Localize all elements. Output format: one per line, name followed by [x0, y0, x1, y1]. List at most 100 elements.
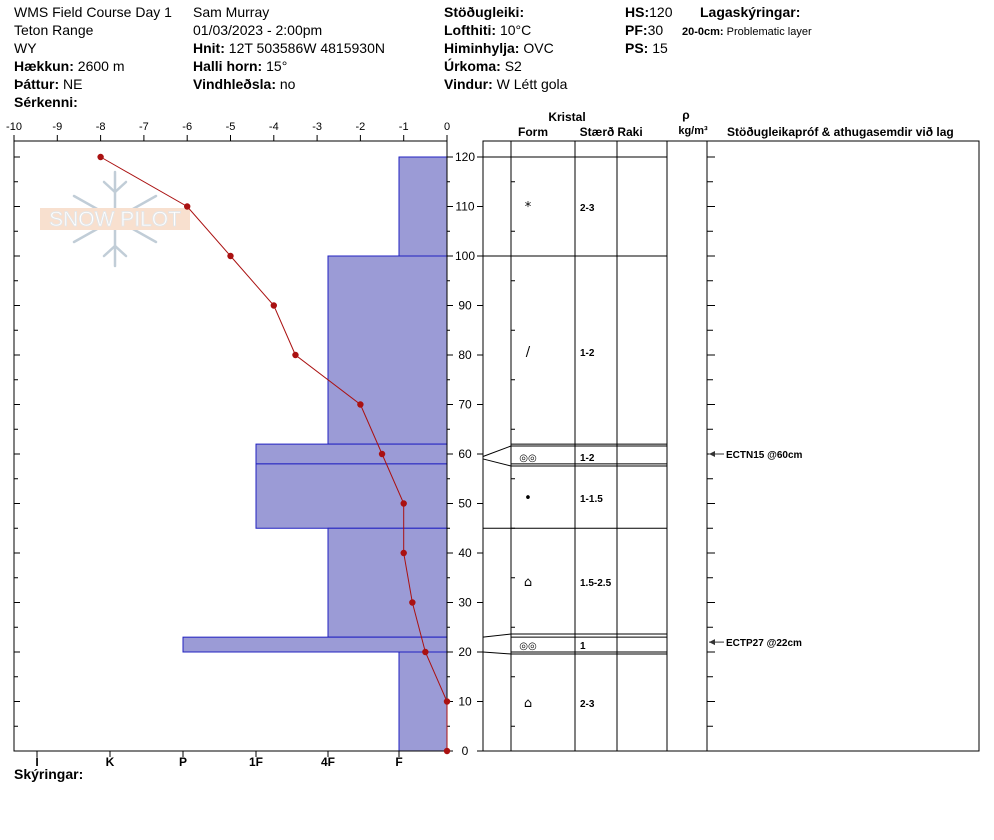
- aspect-label: Þáttur:: [14, 76, 60, 92]
- height-tick-label: 50: [458, 497, 472, 511]
- layer-rows: * 2-3 / 1-2 ◎◎ 1-2 • 1-1.5 ⌂ 1.5-2.5 ◎◎ 1 ⌂ 2-3: [482, 156, 667, 752]
- wind-label: Vindur:: [444, 76, 493, 92]
- height-tick-label: 120: [455, 150, 475, 164]
- ps-field: PS: 15: [625, 39, 668, 57]
- temp-tick-label: -9: [52, 121, 62, 133]
- stability-label: Stöðugleiki:: [444, 4, 525, 20]
- crystal-header: Kristal: [548, 110, 585, 124]
- slope-field: Halli horn: 15°: [193, 57, 287, 75]
- features-field: Sérkenni:: [14, 93, 78, 111]
- density-symbol: ρ: [682, 108, 689, 122]
- temperature-point: [97, 153, 104, 161]
- grain-size-label: 1: [580, 641, 586, 652]
- height-tick-label: 110: [455, 200, 474, 214]
- tests-header: Stöðugleikapróf & athugasemdir við lag: [727, 125, 954, 139]
- size-header: Stærð: [580, 125, 615, 139]
- slope-value: 15°: [266, 58, 288, 74]
- sky-field: Himinhylja: OVC: [444, 39, 554, 57]
- features-label: Sérkenni:: [14, 94, 78, 110]
- grain-form-symbol: ◎◎: [519, 453, 536, 464]
- elevation-value: 2600 m: [77, 58, 125, 74]
- height-tick-label: 0: [462, 744, 469, 758]
- hardness-tick-label: F: [395, 755, 402, 769]
- slope-label: Halli horn:: [193, 58, 263, 74]
- grain-size-label: 1-2: [580, 453, 595, 464]
- temperature-point: [184, 203, 191, 210]
- temp-tick-label: 0: [444, 121, 450, 133]
- grain-form-symbol: •: [524, 491, 532, 506]
- hardness-tick-label: 4F: [321, 755, 335, 769]
- temperature-point: [292, 351, 299, 359]
- temp-tick-label: -1: [399, 121, 409, 133]
- stability-field: Stöðugleiki:: [444, 3, 524, 21]
- layer-note-range: 20-0cm:: [682, 26, 724, 38]
- layer-connector: [482, 633, 512, 638]
- state-name: WY: [14, 40, 37, 56]
- air-temp-field: Lofthiti: 10°C: [444, 21, 531, 39]
- hardness-bar: [255, 463, 448, 529]
- temp-tick-label: -6: [182, 121, 192, 133]
- hardness-tick-label: K: [106, 755, 115, 769]
- coords-field: Hnit: 12T 503586W 4815930N: [193, 39, 385, 57]
- test-arrowhead: [709, 639, 715, 646]
- course-name: WMS Field Course Day 1: [14, 4, 172, 20]
- wind-value: W Létt gola: [496, 76, 568, 92]
- pf-value: 30: [647, 22, 664, 38]
- temperature-point: [422, 648, 429, 656]
- hardness-tick-label: 1F: [249, 755, 263, 769]
- observation-datetime: 01/03/2023 - 2:00pm: [193, 22, 323, 38]
- wind-loading-label: Vindhleðsla:: [193, 76, 276, 92]
- height-tick-label: 40: [458, 546, 472, 560]
- height-tick-label: 80: [458, 348, 472, 362]
- temp-tick-label: -2: [356, 121, 366, 133]
- air-temp-value: 10°C: [499, 22, 532, 38]
- layer-note: 20-0cm: Problematic layer: [682, 23, 812, 41]
- temp-tick-label: -4: [269, 121, 279, 133]
- grain-form-symbol: /: [526, 345, 531, 360]
- temperature-point: [227, 252, 234, 260]
- precip-label: Úrkoma:: [444, 58, 501, 74]
- temperature-point: [400, 500, 407, 507]
- grain-form-symbol: ⌂: [524, 575, 532, 590]
- aspect-field: Þáttur: NE: [14, 75, 82, 93]
- hardness-bar: [255, 443, 448, 465]
- elevation-label: Hækkun:: [14, 58, 74, 74]
- height-tick-label: 20: [458, 645, 472, 659]
- pf-field: PF:30: [625, 21, 663, 39]
- height-tick-label: 60: [458, 447, 472, 461]
- svg-text:SNOW PILOT: SNOW PILOT: [49, 208, 181, 231]
- snowpilot-logo: SNOW PILOT: [40, 170, 190, 268]
- layer-connector: [482, 445, 512, 457]
- temp-tick-label: -3: [312, 121, 322, 133]
- hs-field: HS:120: [625, 3, 672, 21]
- layer-table-frame: [482, 140, 980, 752]
- layer-note-text: Problematic layer: [726, 26, 812, 38]
- temperature-point: [443, 747, 451, 755]
- sky-label: Himinhylja:: [444, 40, 520, 56]
- temperature-points: [97, 153, 451, 755]
- coords-value: 12T 503586W 4815930N: [228, 40, 385, 56]
- temp-tick-label: -5: [226, 121, 236, 133]
- moisture-header: Raki: [617, 125, 642, 139]
- temperature-point: [409, 599, 416, 606]
- temp-tick-label: -7: [139, 121, 149, 133]
- sky-value: OVC: [523, 40, 554, 56]
- layer-connector: [482, 651, 512, 655]
- height-tick-label: 90: [458, 299, 472, 313]
- density-unit: kg/m³: [678, 125, 708, 137]
- hardness-tick-label: I: [35, 755, 38, 769]
- air-temp-label: Lofthiti:: [444, 22, 497, 38]
- height-tick-label: 30: [458, 596, 472, 610]
- grain-size-label: 1-1.5: [580, 494, 603, 505]
- elevation-field: Hækkun: 2600 m: [14, 57, 125, 75]
- chart-axes: -10 -9 -8 -7 -6 -5 -4 -3 -2 -1 0010203040506070809…: [6, 121, 715, 769]
- grain-form-symbol: ◎◎: [519, 641, 536, 652]
- grain-size-label: 2-3: [580, 699, 595, 710]
- notes-label: Skýringar:: [14, 766, 84, 782]
- hardness-tick-label: P: [179, 755, 187, 769]
- test-label: ECTP27 @22cm: [726, 638, 802, 649]
- temperature-point: [443, 698, 451, 705]
- ps-value: 15: [652, 40, 668, 56]
- precip-value: S2: [504, 58, 522, 74]
